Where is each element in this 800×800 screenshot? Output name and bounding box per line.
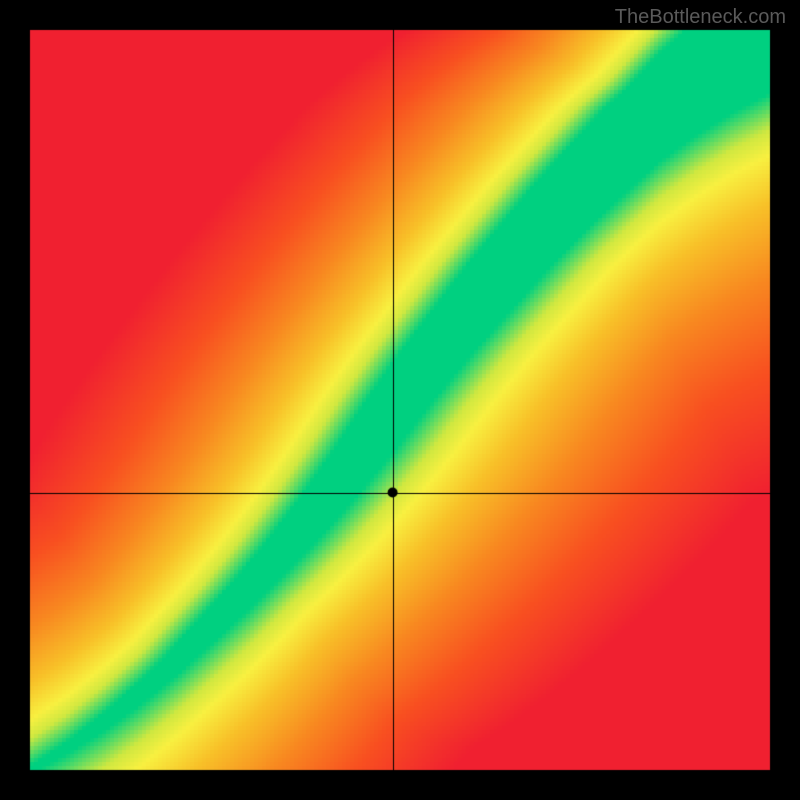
watermark-text: TheBottleneck.com — [615, 6, 786, 29]
bottleneck-heatmap — [0, 0, 800, 800]
